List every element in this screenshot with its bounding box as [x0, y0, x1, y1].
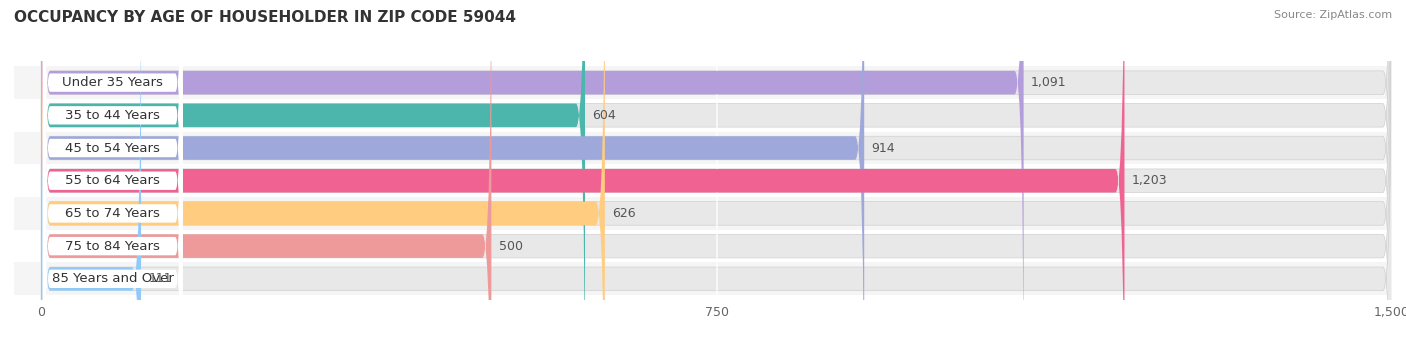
FancyBboxPatch shape [41, 0, 1392, 341]
Text: 604: 604 [592, 109, 616, 122]
FancyBboxPatch shape [41, 0, 585, 341]
Text: Source: ZipAtlas.com: Source: ZipAtlas.com [1274, 10, 1392, 20]
FancyBboxPatch shape [41, 0, 1392, 341]
Text: 626: 626 [612, 207, 636, 220]
FancyBboxPatch shape [42, 0, 183, 341]
Text: 914: 914 [872, 142, 896, 154]
Text: 500: 500 [499, 240, 523, 253]
FancyBboxPatch shape [42, 0, 183, 335]
Text: 75 to 84 Years: 75 to 84 Years [65, 240, 160, 253]
FancyBboxPatch shape [14, 66, 1392, 99]
FancyBboxPatch shape [42, 0, 183, 341]
Text: 65 to 74 Years: 65 to 74 Years [65, 207, 160, 220]
FancyBboxPatch shape [42, 0, 183, 341]
FancyBboxPatch shape [41, 0, 1392, 341]
Text: 1,091: 1,091 [1031, 76, 1066, 89]
FancyBboxPatch shape [14, 132, 1392, 164]
FancyBboxPatch shape [14, 263, 1392, 295]
Text: 55 to 64 Years: 55 to 64 Years [65, 174, 160, 187]
FancyBboxPatch shape [41, 0, 1392, 341]
FancyBboxPatch shape [42, 26, 183, 341]
FancyBboxPatch shape [14, 164, 1392, 197]
Text: Under 35 Years: Under 35 Years [62, 76, 163, 89]
FancyBboxPatch shape [41, 0, 491, 341]
FancyBboxPatch shape [41, 0, 605, 341]
FancyBboxPatch shape [41, 0, 141, 341]
FancyBboxPatch shape [42, 0, 183, 341]
Text: OCCUPANCY BY AGE OF HOUSEHOLDER IN ZIP CODE 59044: OCCUPANCY BY AGE OF HOUSEHOLDER IN ZIP C… [14, 10, 516, 25]
FancyBboxPatch shape [14, 99, 1392, 132]
FancyBboxPatch shape [14, 197, 1392, 230]
FancyBboxPatch shape [41, 0, 1024, 341]
Text: 111: 111 [148, 272, 172, 285]
FancyBboxPatch shape [41, 0, 1392, 341]
Text: 45 to 54 Years: 45 to 54 Years [65, 142, 160, 154]
FancyBboxPatch shape [42, 0, 183, 341]
Text: 35 to 44 Years: 35 to 44 Years [65, 109, 160, 122]
FancyBboxPatch shape [41, 0, 1125, 341]
FancyBboxPatch shape [41, 0, 865, 341]
FancyBboxPatch shape [41, 0, 1392, 341]
Text: 1,203: 1,203 [1132, 174, 1167, 187]
FancyBboxPatch shape [41, 0, 1392, 341]
FancyBboxPatch shape [14, 230, 1392, 263]
Text: 85 Years and Over: 85 Years and Over [52, 272, 173, 285]
